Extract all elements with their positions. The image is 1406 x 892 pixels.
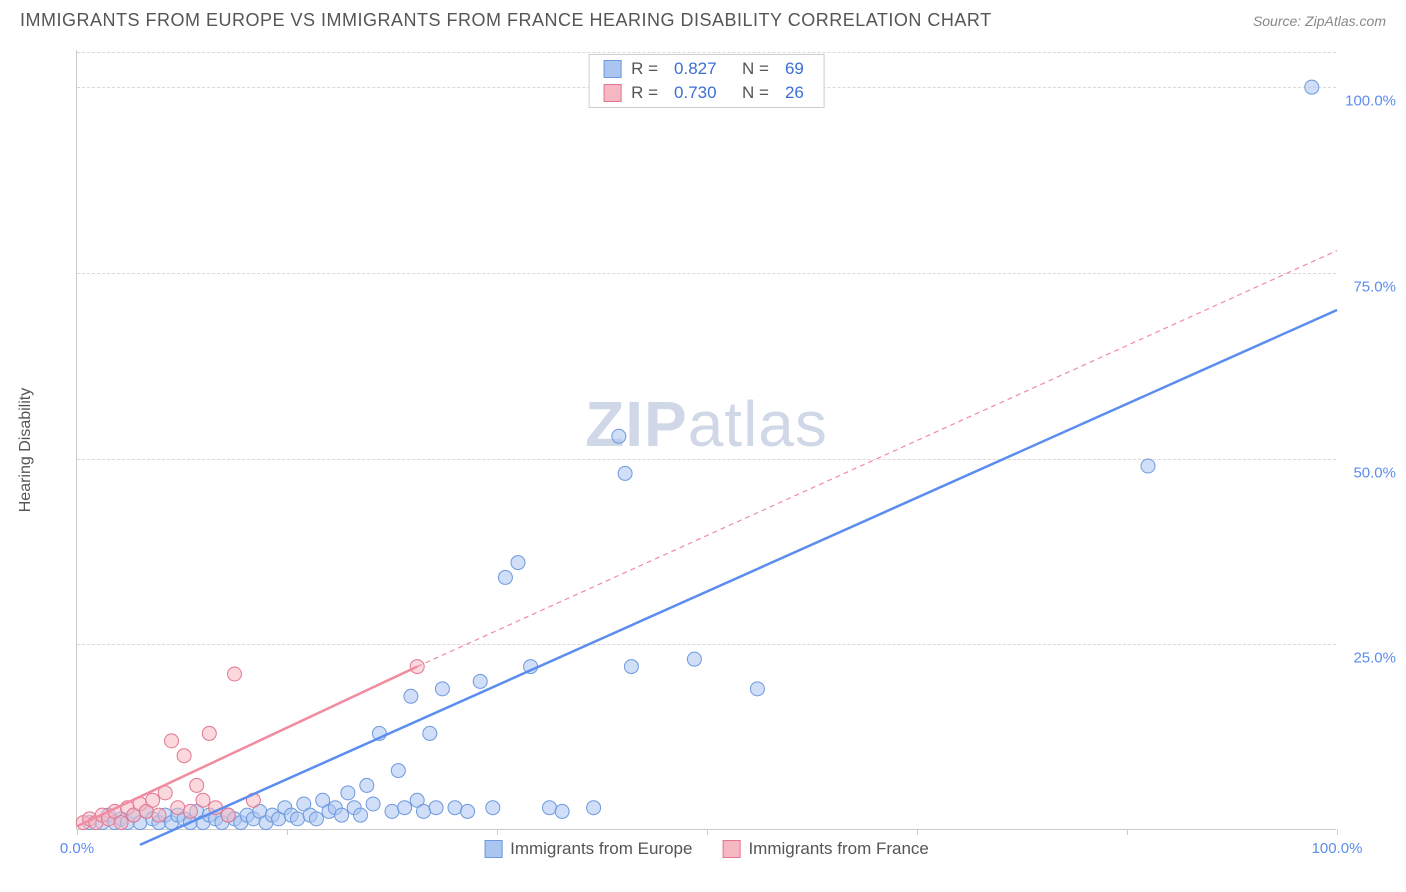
data-point (750, 682, 764, 696)
x-tick (707, 829, 708, 835)
data-point (1305, 80, 1319, 94)
data-point (448, 801, 462, 815)
data-point (461, 804, 475, 818)
data-point (687, 652, 701, 666)
data-point (423, 726, 437, 740)
x-tick (497, 829, 498, 835)
data-point (366, 797, 380, 811)
data-point (1141, 459, 1155, 473)
legend-label-france: Immigrants from France (748, 839, 928, 859)
data-point (473, 674, 487, 688)
chart-title: IMMIGRANTS FROM EUROPE VS IMMIGRANTS FRO… (20, 10, 992, 31)
data-point (435, 682, 449, 696)
data-point (498, 570, 512, 584)
data-point (398, 801, 412, 815)
data-point (221, 808, 235, 822)
y-tick-label: 100.0% (1345, 93, 1396, 110)
data-point (404, 689, 418, 703)
x-tick (77, 829, 78, 835)
plot-area: ZIPatlas 25.0%50.0%75.0%100.0% R = 0.827… (76, 50, 1336, 830)
data-point (385, 804, 399, 818)
legend-swatch-france (722, 840, 740, 858)
data-point (291, 812, 305, 826)
legend-bottom: Immigrants from Europe Immigrants from F… (484, 839, 929, 859)
data-point (183, 804, 197, 818)
trend-line (417, 251, 1337, 667)
data-point (146, 793, 160, 807)
y-tick-label: 75.0% (1353, 278, 1396, 295)
data-point (612, 429, 626, 443)
data-point (190, 778, 204, 792)
data-point (543, 801, 557, 815)
data-point (341, 786, 355, 800)
x-tick (917, 829, 918, 835)
x-tick (1337, 829, 1338, 835)
trend-line (140, 310, 1337, 845)
source-label: Source: ZipAtlas.com (1253, 13, 1386, 29)
data-point (309, 812, 323, 826)
data-point (165, 734, 179, 748)
data-point (624, 660, 638, 674)
y-tick-label: 50.0% (1353, 464, 1396, 481)
data-point (417, 804, 431, 818)
x-tick-label: 100.0% (1312, 840, 1363, 857)
data-point (511, 556, 525, 570)
data-point (587, 801, 601, 815)
data-point (177, 749, 191, 763)
data-point (486, 801, 500, 815)
data-point (429, 801, 443, 815)
data-point (152, 808, 166, 822)
y-tick-label: 25.0% (1353, 650, 1396, 667)
data-point (555, 804, 569, 818)
x-tick (1127, 829, 1128, 835)
legend-item-europe: Immigrants from Europe (484, 839, 692, 859)
data-point (202, 726, 216, 740)
data-point (618, 466, 632, 480)
data-point (196, 793, 210, 807)
data-point (228, 667, 242, 681)
legend-label-europe: Immigrants from Europe (510, 839, 692, 859)
data-point (114, 816, 128, 830)
data-point (171, 801, 185, 815)
chart-container: Hearing Disability ZIPatlas 25.0%50.0%75… (46, 50, 1386, 850)
data-point (391, 764, 405, 778)
data-point (360, 778, 374, 792)
scatter-plot-svg (77, 50, 1336, 829)
legend-item-france: Immigrants from France (722, 839, 928, 859)
data-point (335, 808, 349, 822)
y-axis-label: Hearing Disability (17, 388, 35, 513)
x-tick (287, 829, 288, 835)
x-tick-label: 0.0% (60, 840, 94, 857)
legend-swatch-europe (484, 840, 502, 858)
data-point (354, 808, 368, 822)
